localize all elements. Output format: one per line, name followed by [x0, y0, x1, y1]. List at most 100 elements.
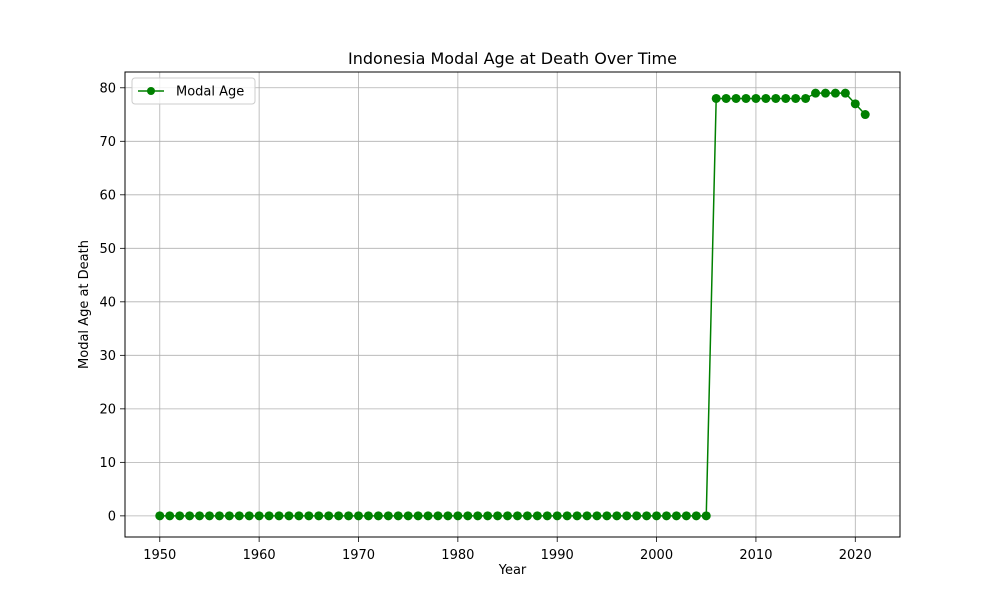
- data-point: [353, 511, 363, 521]
- x-tick-label: 2010: [739, 548, 772, 563]
- data-point: [503, 511, 513, 521]
- data-point: [671, 511, 681, 521]
- data-point: [473, 511, 483, 521]
- data-point: [741, 93, 751, 103]
- x-tick-label: 1950: [143, 548, 176, 563]
- x-tick-label: 1960: [243, 548, 276, 563]
- x-tick-label: 2000: [640, 548, 673, 563]
- x-axis-title: Year: [498, 563, 527, 578]
- data-point: [860, 110, 870, 120]
- data-point: [204, 511, 214, 521]
- data-point: [622, 511, 632, 521]
- data-point: [314, 511, 324, 521]
- legend: Modal Age: [131, 77, 256, 105]
- y-tick-label: 0: [108, 509, 116, 524]
- y-tick-label: 10: [99, 456, 116, 471]
- legend-marker-swatch: [147, 87, 155, 95]
- data-point: [463, 511, 473, 521]
- data-point: [413, 511, 423, 521]
- data-point: [751, 93, 761, 103]
- data-point: [344, 511, 354, 521]
- legend-label-modal-age: Modal Age: [176, 85, 244, 100]
- y-axis-title: Modal Age at Death: [77, 240, 92, 369]
- data-point: [850, 99, 860, 109]
- data-point: [791, 93, 801, 103]
- y-tick-label: 80: [99, 81, 116, 96]
- chart-title: Indonesia Modal Age at Death Over Time: [348, 49, 677, 68]
- plot-frame: [124, 71, 901, 538]
- data-point: [761, 93, 771, 103]
- data-point: [383, 511, 393, 521]
- data-point: [324, 511, 334, 521]
- data-point: [721, 93, 731, 103]
- data-point: [175, 511, 185, 521]
- data-point: [711, 93, 721, 103]
- data-point: [453, 511, 463, 521]
- data-point: [820, 88, 830, 98]
- data-point: [195, 511, 205, 521]
- data-point: [512, 511, 522, 521]
- axis-ticks: 1950 1960 1970 1980 1990 2000 2010 2020 0 10 20 30 4…: [99, 81, 871, 563]
- data-point: [294, 511, 304, 521]
- x-tick-label: 1990: [541, 548, 574, 563]
- data-point: [284, 511, 294, 521]
- data-point: [483, 511, 493, 521]
- y-tick-label: 50: [99, 242, 116, 257]
- y-tick-label: 60: [99, 188, 116, 203]
- data-point: [801, 93, 811, 103]
- data-point: [334, 511, 344, 521]
- data-point: [811, 88, 821, 98]
- data-point: [433, 511, 443, 521]
- y-tick-label: 70: [99, 135, 116, 150]
- data-point: [562, 511, 572, 521]
- data-point: [254, 511, 264, 521]
- data-point: [582, 511, 592, 521]
- data-point: [542, 511, 552, 521]
- data-point: [612, 511, 622, 521]
- data-point: [662, 511, 672, 521]
- data-point: [274, 511, 284, 521]
- y-tick-label: 20: [99, 402, 116, 417]
- data-point: [532, 511, 542, 521]
- data-point: [304, 511, 314, 521]
- data-point: [771, 93, 781, 103]
- data-point: [572, 511, 582, 521]
- data-point: [363, 511, 373, 521]
- data-point: [393, 511, 403, 521]
- data-point: [493, 511, 503, 521]
- data-point: [602, 511, 612, 521]
- data-point: [681, 511, 691, 521]
- x-tick-label: 1970: [342, 548, 375, 563]
- data-point: [155, 511, 165, 521]
- data-point: [214, 511, 224, 521]
- data-point: [224, 511, 234, 521]
- data-point: [423, 511, 433, 521]
- x-tick-label: 1980: [441, 548, 474, 563]
- data-point: [443, 511, 453, 521]
- data-point: [840, 88, 850, 98]
- legend-box: [131, 77, 256, 105]
- data-point: [592, 511, 602, 521]
- data-point: [830, 88, 840, 98]
- data-point: [264, 511, 274, 521]
- y-tick-label: 30: [99, 349, 116, 364]
- data-point: [244, 511, 254, 521]
- data-point: [632, 511, 642, 521]
- data-point: [403, 511, 413, 521]
- data-point: [642, 511, 652, 521]
- data-point: [373, 511, 383, 521]
- data-series: [155, 88, 870, 521]
- data-point: [522, 511, 532, 521]
- x-tick-label: 2020: [839, 548, 872, 563]
- data-point: [652, 511, 662, 521]
- y-tick-label: 40: [99, 295, 116, 310]
- data-point: [552, 511, 562, 521]
- data-point: [701, 511, 711, 521]
- data-point: [691, 511, 701, 521]
- data-point: [234, 511, 244, 521]
- data-point: [781, 93, 791, 103]
- data-point: [731, 93, 741, 103]
- data-point: [185, 511, 195, 521]
- data-point: [165, 511, 175, 521]
